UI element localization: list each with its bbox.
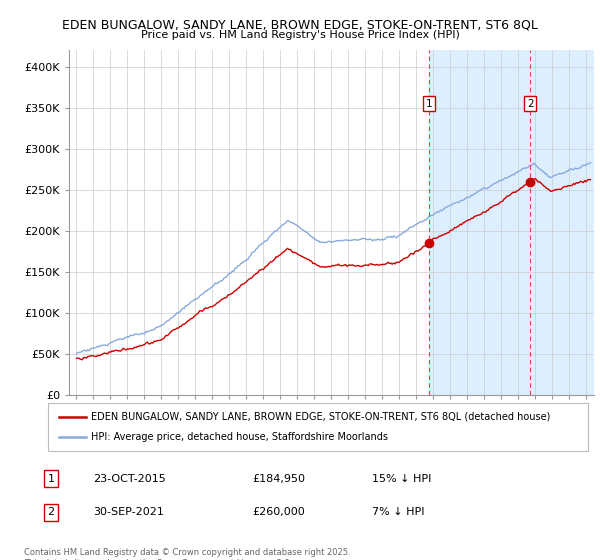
Text: Price paid vs. HM Land Registry's House Price Index (HPI): Price paid vs. HM Land Registry's House … — [140, 30, 460, 40]
FancyBboxPatch shape — [48, 403, 588, 451]
Text: 30-SEP-2021: 30-SEP-2021 — [93, 507, 164, 517]
Text: 7% ↓ HPI: 7% ↓ HPI — [372, 507, 425, 517]
Text: Contains HM Land Registry data © Crown copyright and database right 2025.
This d: Contains HM Land Registry data © Crown c… — [24, 548, 350, 560]
Text: 2: 2 — [527, 99, 533, 109]
Text: 2: 2 — [47, 507, 55, 517]
Text: 15% ↓ HPI: 15% ↓ HPI — [372, 474, 431, 484]
Text: EDEN BUNGALOW, SANDY LANE, BROWN EDGE, STOKE-ON-TRENT, ST6 8QL: EDEN BUNGALOW, SANDY LANE, BROWN EDGE, S… — [62, 18, 538, 31]
Text: HPI: Average price, detached house, Staffordshire Moorlands: HPI: Average price, detached house, Staf… — [91, 432, 388, 442]
Text: 1: 1 — [47, 474, 55, 484]
Text: £260,000: £260,000 — [252, 507, 305, 517]
Text: 23-OCT-2015: 23-OCT-2015 — [93, 474, 166, 484]
Bar — [430, 50, 594, 395]
Text: EDEN BUNGALOW, SANDY LANE, BROWN EDGE, STOKE-ON-TRENT, ST6 8QL (detached house): EDEN BUNGALOW, SANDY LANE, BROWN EDGE, S… — [91, 412, 551, 422]
Text: £184,950: £184,950 — [252, 474, 305, 484]
Text: 1: 1 — [426, 99, 433, 109]
